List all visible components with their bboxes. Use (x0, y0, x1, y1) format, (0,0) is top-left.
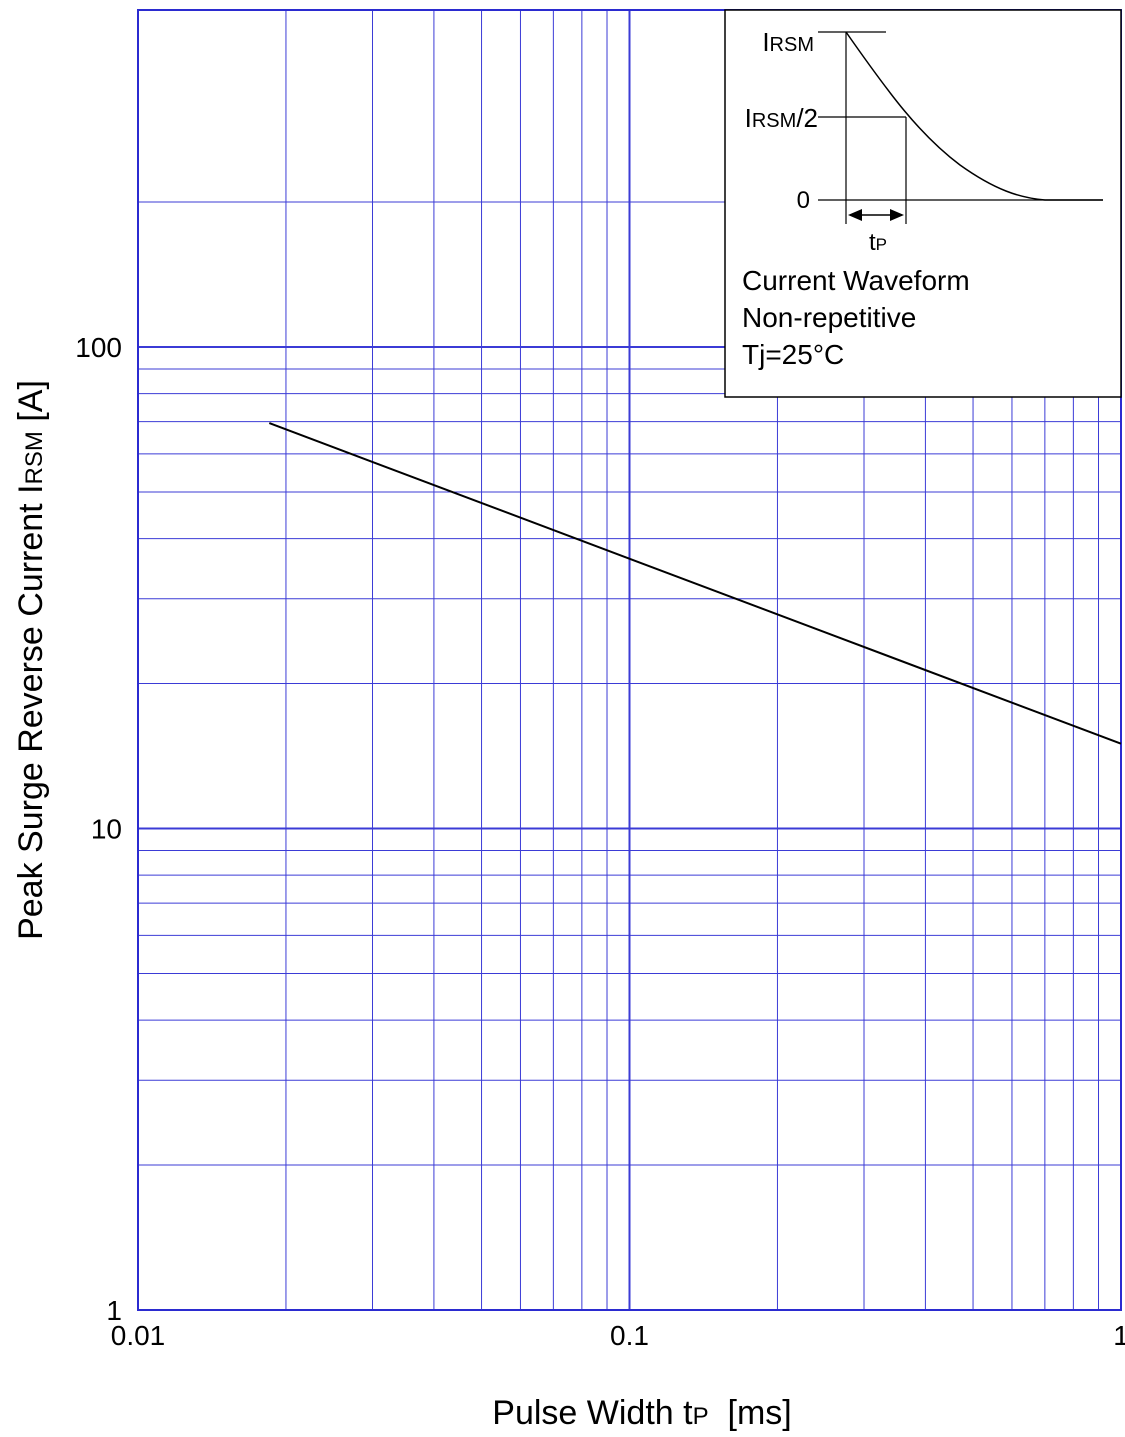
inset-arrow-right (890, 209, 904, 221)
inset-irsm-label: IRSM (762, 27, 814, 57)
inset-caption-1: Current Waveform (742, 265, 970, 296)
y-tick-label: 10 (91, 814, 122, 845)
inset-box: IRSM IRSM/2 0 tP Current Waveform Non-re… (724, 9, 1122, 398)
x-tick-label: 0.1 (610, 1320, 649, 1351)
x-tick-label: 0.01 (111, 1320, 166, 1351)
inset-arrow-left (848, 209, 862, 221)
y-axis-label: Peak Surge Reverse Current IRSM [A] (12, 380, 50, 940)
plot-frame (137, 9, 1122, 1311)
inset-zero-label: 0 (797, 187, 810, 214)
inset-waveform (845, 31, 1103, 201)
tick-labels: 0.01 0.1 1 1 10 100 (75, 332, 1125, 1351)
x-tick-label: 1 (1113, 1320, 1125, 1351)
series-group (268, 422, 1122, 745)
x-axis-label: Pulse Width tP [ms] (492, 1394, 791, 1432)
y-tick-label: 100 (75, 332, 122, 363)
inset-frame (724, 9, 1122, 398)
inset-caption-2: Non-repetitive (742, 302, 916, 333)
y-tick-label: 1 (106, 1295, 122, 1326)
inset-caption-3: Tj=25°C (742, 339, 844, 370)
inset-tp-label: tP (869, 229, 887, 256)
inset-half-label: IRSM/2 (745, 103, 818, 133)
series-line (268, 422, 1122, 745)
